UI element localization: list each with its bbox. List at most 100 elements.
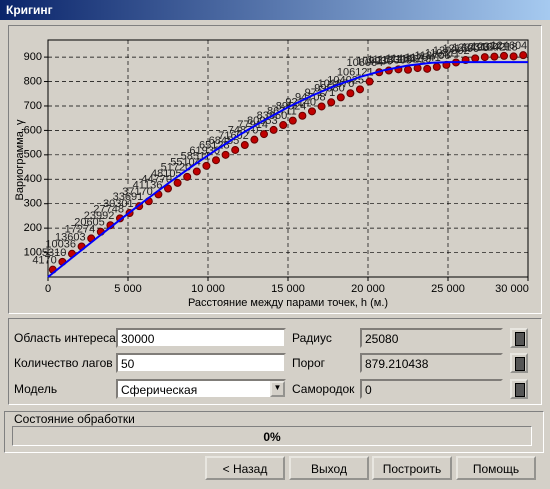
x-tick-label: 5 000 (114, 283, 142, 295)
data-point (317, 102, 326, 111)
y-tick-label: 300 (24, 198, 42, 210)
data-point (269, 125, 278, 134)
x-tick-label: 25 000 (431, 283, 465, 295)
data-point (288, 116, 297, 125)
data-point (365, 77, 374, 86)
point-label: 51720 (161, 162, 192, 174)
data-point (279, 121, 288, 130)
point-label: 117541 (405, 52, 441, 64)
x-tick-label: 10 000 (191, 283, 225, 295)
point-label: 41136 (133, 179, 163, 191)
x-tick-label: 0 (45, 283, 51, 295)
point-label: 44770 (141, 173, 172, 185)
point-label: 30301 (103, 198, 134, 210)
data-point (173, 178, 182, 187)
y-tick-label: 800 (24, 75, 42, 87)
data-point (298, 111, 307, 120)
field-label: Самородок (292, 382, 355, 396)
text-input: 0 (360, 379, 503, 399)
y-tick-label: 100 (24, 246, 42, 258)
button[interactable]: < Назад (205, 456, 285, 480)
text-input: 25080 (360, 328, 503, 348)
data-point (202, 161, 211, 170)
data-point (183, 172, 192, 181)
field-label: Модель (14, 382, 58, 396)
y-tick-label: 500 (24, 149, 42, 161)
point-label: 23992 (84, 210, 115, 222)
point-label: 48105 (151, 168, 182, 180)
text-input: 879.210438 (360, 353, 503, 373)
dropdown-arrow[interactable]: ▼ (270, 381, 285, 397)
calc-button[interactable] (510, 379, 528, 399)
button[interactable]: Выход (289, 456, 369, 480)
data-point (356, 85, 364, 94)
point-label: 27748 (93, 203, 124, 215)
point-label: 121690 (442, 43, 479, 55)
x-axis-label: Расстояние между парами точек, h (м.) (188, 297, 388, 309)
y-tick-label: 200 (24, 222, 42, 234)
data-point (346, 89, 355, 98)
point-label: 123741 (471, 41, 508, 53)
chart: Вариограмма, γ Расстояние между парами т… (14, 39, 529, 309)
point-label: 111672 (367, 54, 402, 66)
data-point (500, 51, 508, 60)
field-label: Область интереса (14, 331, 116, 345)
x-tick-label: 15 000 (271, 283, 305, 295)
point-label: 20605 (74, 217, 105, 229)
calc-button[interactable] (510, 353, 528, 373)
y-tick-label: 900 (24, 51, 42, 63)
title-bar: Кригинг (0, 0, 550, 20)
field-label: Порог (292, 356, 326, 370)
calc-button[interactable] (510, 328, 528, 348)
point-label: 124218 (481, 41, 518, 53)
data-point (164, 184, 172, 193)
point-label: 113305 (376, 55, 412, 67)
data-point (231, 145, 240, 154)
x-tick-label: 20 000 (351, 283, 385, 295)
data-point (471, 54, 480, 63)
data-point (192, 167, 201, 176)
point-label: 61930 (189, 145, 220, 157)
text-input[interactable]: 50 (116, 353, 286, 373)
button[interactable]: Помощь (456, 456, 536, 480)
button[interactable]: Построить (372, 456, 452, 480)
point-label: 68455 (209, 135, 240, 147)
point-label: 124604 (490, 40, 527, 52)
status-title: Состояние обработки (12, 412, 137, 426)
data-point (221, 150, 230, 159)
point-label: 118706 (415, 50, 451, 62)
point-label: 37170 (122, 186, 153, 198)
data-point (250, 135, 259, 144)
point-label: 5310 (42, 247, 66, 259)
data-point (509, 52, 518, 61)
y-tick-label: 700 (24, 100, 42, 112)
calc-icon (515, 332, 525, 346)
text-input[interactable]: 30000 (116, 328, 286, 348)
point-label: 116210 (395, 54, 431, 66)
field-label: Радиус (292, 331, 332, 345)
data-point (423, 64, 432, 73)
data-point (432, 62, 441, 71)
data-point (240, 141, 249, 150)
field-label: Количество лагов (14, 356, 113, 370)
point-label: 119811 (425, 47, 460, 59)
status-group (4, 411, 544, 453)
data-point (404, 65, 412, 74)
point-label: 33691 (113, 191, 144, 203)
point-label: 114852 (386, 53, 422, 65)
data-point (480, 53, 489, 62)
y-tick-label: 400 (24, 173, 42, 185)
model-select[interactable]: Сферическая (116, 379, 286, 399)
chart-panel (8, 25, 542, 314)
data-point (308, 107, 316, 116)
point-label: 4170 (32, 255, 56, 267)
point-label: 109930 (356, 55, 393, 67)
point-label: 17274 (65, 223, 96, 235)
point-label: 65128 (199, 140, 230, 152)
point-label: 122493 (452, 42, 489, 54)
point-label: 13603 (55, 231, 86, 243)
data-point (327, 98, 336, 107)
y-tick-label: 600 (24, 124, 42, 136)
y-axis-label: Вариограмма, γ (14, 119, 26, 200)
point-label: 120802 (433, 45, 470, 57)
